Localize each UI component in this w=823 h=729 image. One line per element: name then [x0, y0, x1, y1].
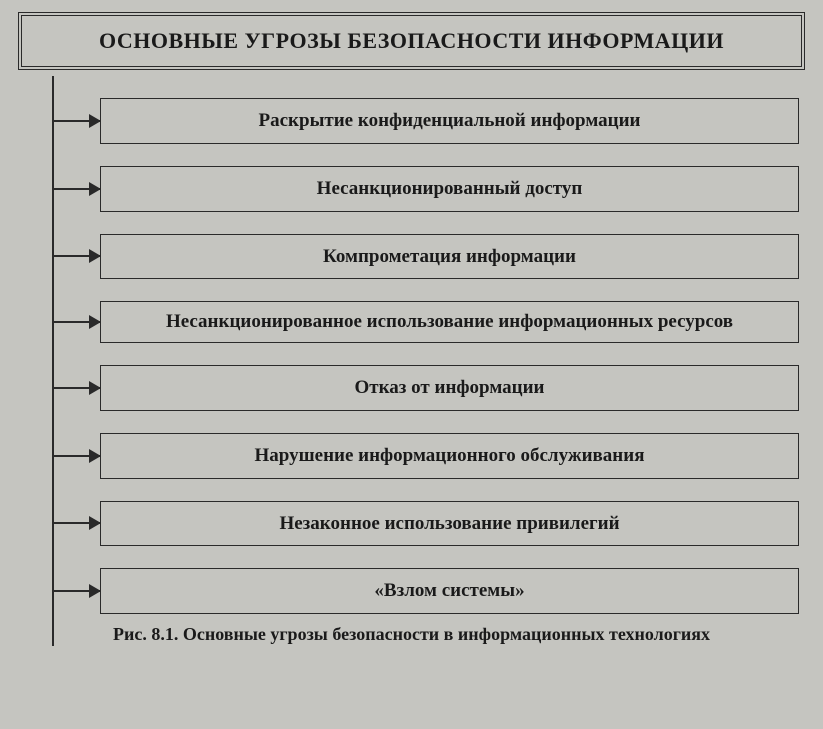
- item-row: Несанкционированный доступ: [32, 166, 805, 212]
- threat-box: Незаконное использование привилегий: [100, 501, 799, 547]
- threat-box: Отказ от информации: [100, 365, 799, 411]
- item-row: Раскрытие конфиденциальной информации: [32, 98, 805, 144]
- arrow-icon: [52, 120, 100, 122]
- threat-label: Несанкционированное использование информ…: [166, 311, 733, 332]
- arrow-icon: [52, 590, 100, 592]
- arrow-icon: [52, 321, 100, 323]
- item-row: Отказ от информации: [32, 365, 805, 411]
- arrow-icon: [52, 522, 100, 524]
- arrow-icon: [52, 387, 100, 389]
- arrow-icon: [52, 455, 100, 457]
- arrow-icon: [52, 255, 100, 257]
- item-row: «Взлом системы»: [32, 568, 805, 614]
- threat-box: Раскрытие конфиденциальной информации: [100, 98, 799, 144]
- caption-text: Рис. 8.1. Основные угрозы безопасности в…: [113, 624, 710, 644]
- threat-label: Отказ от информации: [355, 377, 545, 398]
- threat-label: Незаконное использование привилегий: [279, 513, 619, 534]
- vertical-connector: [52, 76, 54, 646]
- title-text: ОСНОВНЫЕ УГРОЗЫ БЕЗОПАСНОСТИ ИНФОРМАЦИИ: [99, 28, 724, 53]
- page-container: ОСНОВНЫЕ УГРОЗЫ БЕЗОПАСНОСТИ ИНФОРМАЦИИ …: [0, 0, 823, 729]
- threat-box: Компрометация информации: [100, 234, 799, 280]
- threat-label: «Взлом системы»: [374, 580, 524, 601]
- threat-label: Компрометация информации: [323, 246, 576, 267]
- item-row: Несанкционированное использование информ…: [32, 301, 805, 343]
- title-box: ОСНОВНЫЕ УГРОЗЫ БЕЗОПАСНОСТИ ИНФОРМАЦИИ: [18, 12, 805, 70]
- threat-box: Несанкционированный доступ: [100, 166, 799, 212]
- item-row: Нарушение информационного обслуживания: [32, 433, 805, 479]
- threat-label: Раскрытие конфиденциальной информации: [259, 110, 641, 131]
- threat-label: Нарушение информационного обслуживания: [255, 445, 645, 466]
- item-row: Незаконное использование привилегий: [32, 501, 805, 547]
- arrow-icon: [52, 188, 100, 190]
- threat-label: Несанкционированный доступ: [317, 178, 583, 199]
- threat-box: «Взлом системы»: [100, 568, 799, 614]
- threat-box: Нарушение информационного обслуживания: [100, 433, 799, 479]
- figure-caption: Рис. 8.1. Основные угрозы безопасности в…: [18, 624, 805, 645]
- diagram-container: Раскрытие конфиденциальной информации Не…: [32, 98, 805, 614]
- item-row: Компрометация информации: [32, 234, 805, 280]
- threat-box: Несанкционированное использование информ…: [100, 301, 799, 343]
